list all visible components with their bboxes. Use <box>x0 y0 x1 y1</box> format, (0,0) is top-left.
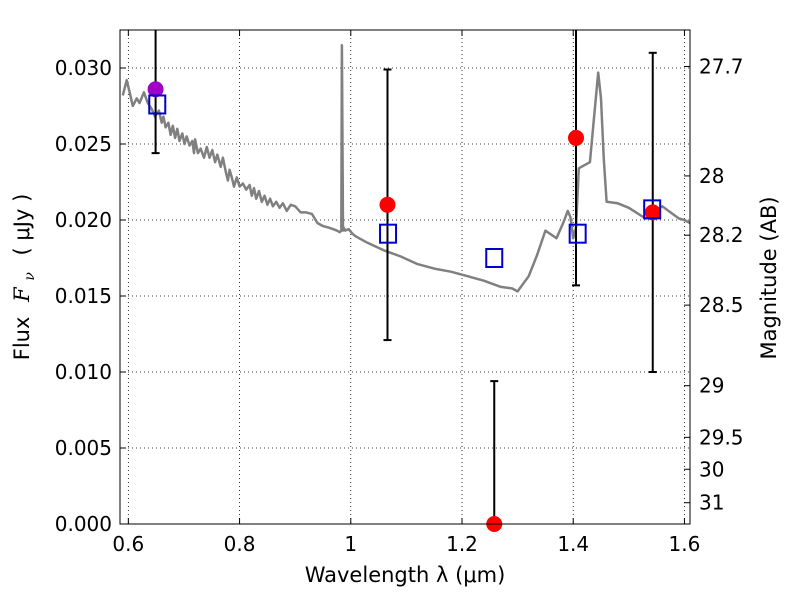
model-flux-box <box>148 94 167 115</box>
error-bars <box>151 30 657 525</box>
x-tick-label: 1 <box>344 532 357 556</box>
y-tick-label: 0.005 <box>55 436 112 460</box>
right-axis-label: Magnitude (AB) <box>757 196 781 359</box>
axis-ticks: 0.6 0.8 1 1.2 1.4 1.6 0.000 0.005 0.010 0.015 0.02… <box>55 30 744 556</box>
model-flux-box <box>379 223 398 244</box>
model-spectrum-line <box>121 43 690 293</box>
y-tick-label: 0.015 <box>55 284 112 308</box>
right-tick-label: 30 <box>699 457 724 481</box>
right-tick-label: 28 <box>699 164 724 188</box>
right-tick-label: 29.5 <box>699 425 744 449</box>
x-tick-label: 1.2 <box>446 532 478 556</box>
y-tick-label: 0.030 <box>55 56 112 80</box>
model-flux-box <box>485 248 504 268</box>
y-tick-label: 0.000 <box>55 512 112 536</box>
observed-point <box>568 129 584 146</box>
grid <box>120 30 690 525</box>
y-axis-label-subscript: ν <box>22 272 38 281</box>
x-tick-label: 0.8 <box>224 532 256 556</box>
y-axis-label-flux: Flux <box>10 317 34 361</box>
observed-point <box>379 196 396 213</box>
y-axis-label-symbol: F <box>10 286 34 303</box>
y-tick-label: 0.010 <box>55 360 112 384</box>
right-tick-label: 28.2 <box>699 223 744 247</box>
y-axis-label-unit: ( μJy ) <box>10 194 34 256</box>
right-tick-label: 31 <box>699 491 724 515</box>
x-tick-label: 1.6 <box>669 532 701 556</box>
right-tick-label: 28.5 <box>699 293 744 317</box>
x-axis-label: Wavelength λ (μm) <box>305 563 506 587</box>
plot-data <box>121 43 690 293</box>
y-tick-label: 0.020 <box>55 208 112 232</box>
model-flux-box <box>568 223 587 244</box>
y-axis-label: Flux F ν ( μJy ) <box>10 194 39 361</box>
observed-point <box>147 81 164 98</box>
observed-point <box>644 204 661 221</box>
x-tick-label: 1.4 <box>557 532 589 556</box>
y-tick-label: 0.025 <box>55 132 112 156</box>
right-tick-label: 29 <box>699 374 724 398</box>
x-tick-label: 0.6 <box>112 532 144 556</box>
markers <box>147 81 662 532</box>
model-flux-box <box>643 199 662 220</box>
right-tick-label: 27.7 <box>699 54 744 78</box>
plot-frame <box>119 29 691 525</box>
